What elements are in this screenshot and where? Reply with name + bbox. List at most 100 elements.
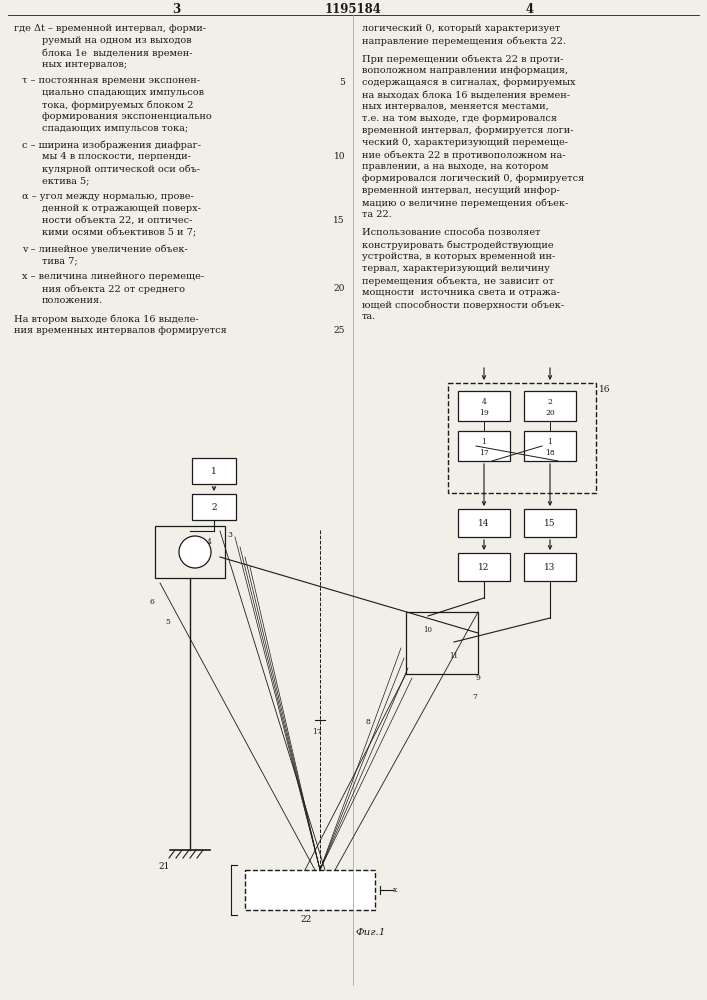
Text: блока 1е  выделения времен-: блока 1е выделения времен- — [42, 48, 192, 57]
Text: 2: 2 — [211, 502, 217, 512]
Text: ческий 0, характеризующий перемеще-: ческий 0, характеризующий перемеще- — [362, 138, 568, 147]
Bar — [458, 509, 510, 537]
Circle shape — [440, 642, 468, 670]
Text: 16: 16 — [599, 385, 611, 394]
Text: 25: 25 — [334, 326, 345, 335]
Text: ектива 5;: ектива 5; — [42, 176, 89, 185]
Text: направление перемещения объекта 22.: направление перемещения объекта 22. — [362, 36, 566, 45]
Text: 22: 22 — [300, 915, 311, 924]
Text: 9: 9 — [476, 674, 481, 682]
Text: 5: 5 — [165, 618, 170, 626]
Text: ности объекта 22, и оптичес-: ности объекта 22, и оптичес- — [42, 216, 192, 225]
Text: ных интервалов, меняется местами,: ных интервалов, меняется местами, — [362, 102, 549, 111]
Text: правлении, а на выходе, на котором: правлении, а на выходе, на котором — [362, 162, 549, 171]
Text: 1195184: 1195184 — [325, 3, 382, 16]
Text: мацию о величине перемещения объек-: мацию о величине перемещения объек- — [362, 198, 568, 208]
Text: кулярной оптической оси объ-: кулярной оптической оси объ- — [42, 164, 200, 174]
Bar — [524, 431, 576, 461]
Text: мощности  источника света и отража-: мощности источника света и отража- — [362, 288, 560, 297]
Text: Фиг.1: Фиг.1 — [355, 928, 385, 937]
Text: 4: 4 — [526, 3, 534, 16]
Text: та 22.: та 22. — [362, 210, 392, 219]
Text: На втором выходе блока 16 выделе-: На втором выходе блока 16 выделе- — [14, 314, 199, 324]
Text: 14: 14 — [478, 518, 490, 528]
Text: Использование способа позволяет: Использование способа позволяет — [362, 228, 540, 237]
Text: 1: 1 — [211, 466, 217, 476]
Text: устройства, в которых временной ин-: устройства, в которых временной ин- — [362, 252, 555, 261]
Text: та.: та. — [362, 312, 376, 321]
Text: циально спадающих импульсов: циально спадающих импульсов — [42, 88, 204, 97]
Text: временной интервал, несущий инфор-: временной интервал, несущий инфор- — [362, 186, 560, 195]
Text: ния временных интервалов формируется: ния временных интервалов формируется — [14, 326, 227, 335]
Text: положения.: положения. — [42, 296, 103, 305]
Text: формировался логический 0, формируется: формировался логический 0, формируется — [362, 174, 584, 183]
Text: 17: 17 — [312, 728, 322, 736]
Text: 3: 3 — [172, 3, 180, 16]
Text: При перемещении объекта 22 в проти-: При перемещении объекта 22 в проти- — [362, 54, 563, 64]
Text: 4: 4 — [481, 398, 486, 406]
Text: где Δt – временной интервал, форми-: где Δt – временной интервал, форми- — [14, 24, 206, 33]
Text: формирования экспоненциально: формирования экспоненциально — [42, 112, 212, 121]
Bar — [192, 458, 236, 484]
Circle shape — [179, 536, 211, 568]
Text: x: x — [393, 886, 397, 894]
Bar — [155, 526, 225, 578]
Text: 6: 6 — [150, 598, 155, 606]
Text: 19: 19 — [479, 409, 489, 417]
Text: кими осями объективов 5 и 7;: кими осями объективов 5 и 7; — [42, 228, 196, 237]
Text: временной интервал, формируется логи-: временной интервал, формируется логи- — [362, 126, 573, 135]
Text: v – линейное увеличение объек-: v – линейное увеличение объек- — [22, 244, 188, 253]
Text: 4: 4 — [207, 538, 212, 546]
Text: 8: 8 — [366, 718, 371, 726]
Text: 1: 1 — [481, 438, 486, 446]
Text: тервал, характеризующий величину: тервал, характеризующий величину — [362, 264, 550, 273]
Text: на выходах блока 16 выделения времен-: на выходах блока 16 выделения времен- — [362, 90, 570, 100]
Text: ния объекта 22 от среднего: ния объекта 22 от среднего — [42, 284, 185, 294]
Text: 1: 1 — [547, 438, 552, 446]
Text: т.е. на том выходе, где формировался: т.е. на том выходе, где формировался — [362, 114, 557, 123]
Text: 11: 11 — [450, 652, 459, 660]
Bar — [245, 870, 375, 910]
Text: тива 7;: тива 7; — [42, 256, 78, 265]
Text: 10: 10 — [334, 152, 345, 161]
Text: 7: 7 — [472, 693, 477, 701]
Text: 3: 3 — [227, 531, 232, 539]
Text: денной к отражающей поверх-: денной к отражающей поверх- — [42, 204, 201, 213]
Text: 5: 5 — [339, 78, 345, 87]
Text: 2: 2 — [547, 398, 552, 406]
Text: тока, формируемых блоком 2: тока, формируемых блоком 2 — [42, 100, 194, 109]
Text: содержащаяся в сигналах, формируемых: содержащаяся в сигналах, формируемых — [362, 78, 575, 87]
Text: перемещения объекта, не зависит от: перемещения объекта, не зависит от — [362, 276, 554, 286]
Text: 12: 12 — [479, 562, 490, 572]
Text: ние объекта 22 в противоположном на-: ние объекта 22 в противоположном на- — [362, 150, 566, 159]
Bar — [458, 553, 510, 581]
Text: логический 0, который характеризует: логический 0, который характеризует — [362, 24, 560, 33]
Bar — [406, 612, 478, 674]
Text: ющей способности поверхности объек-: ющей способности поверхности объек- — [362, 300, 564, 310]
Text: 15: 15 — [544, 518, 556, 528]
Text: 20: 20 — [334, 284, 345, 293]
Text: 21: 21 — [158, 862, 170, 871]
Bar — [524, 553, 576, 581]
Circle shape — [414, 616, 442, 644]
Bar — [458, 431, 510, 461]
Bar — [458, 391, 510, 421]
Text: c – ширина изображения диафраг-: c – ширина изображения диафраг- — [22, 140, 201, 149]
Text: α – угол между нормалью, прове-: α – угол между нормалью, прове- — [22, 192, 194, 201]
Bar — [524, 391, 576, 421]
Text: руемый на одном из выходов: руемый на одном из выходов — [42, 36, 192, 45]
Bar — [192, 494, 236, 520]
Bar — [448, 383, 596, 493]
Text: 15: 15 — [334, 216, 345, 225]
Text: мы 4 в плоскости, перпенди-: мы 4 в плоскости, перпенди- — [42, 152, 191, 161]
Text: τ – постоянная времени экспонен-: τ – постоянная времени экспонен- — [22, 76, 200, 85]
Text: конструировать быстродействующие: конструировать быстродействующие — [362, 240, 554, 249]
Bar — [524, 509, 576, 537]
Text: x – величина линейного перемеще-: x – величина линейного перемеще- — [22, 272, 204, 281]
Text: 13: 13 — [544, 562, 556, 572]
Text: ных интервалов;: ных интервалов; — [42, 60, 127, 69]
Text: 17: 17 — [479, 449, 489, 457]
Text: спадающих импульсов тока;: спадающих импульсов тока; — [42, 124, 188, 133]
Text: 18: 18 — [545, 449, 555, 457]
Text: 10: 10 — [423, 626, 433, 634]
